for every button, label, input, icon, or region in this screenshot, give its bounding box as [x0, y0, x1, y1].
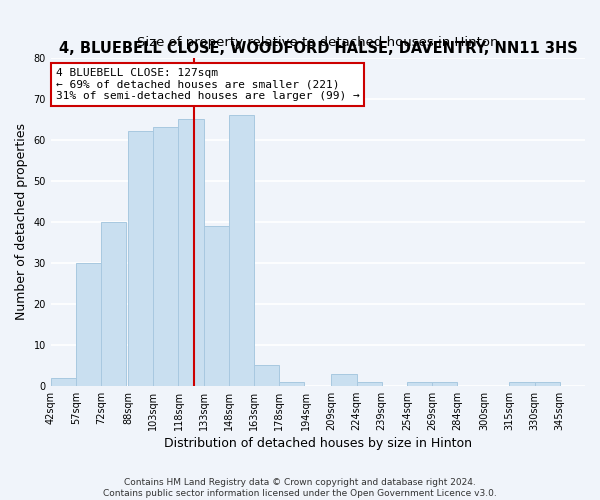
Text: Contains HM Land Registry data © Crown copyright and database right 2024.
Contai: Contains HM Land Registry data © Crown c…: [103, 478, 497, 498]
Bar: [331, 374, 356, 386]
Title: 4, BLUEBELL CLOSE, WOODFORD HALSE, DAVENTRY, NN11 3HS: 4, BLUEBELL CLOSE, WOODFORD HALSE, DAVEN…: [59, 42, 577, 56]
Bar: [76, 262, 101, 386]
Bar: [535, 382, 560, 386]
Bar: [254, 366, 279, 386]
Bar: [101, 222, 127, 386]
Bar: [279, 382, 304, 386]
Bar: [356, 382, 382, 386]
Bar: [509, 382, 535, 386]
Bar: [128, 132, 153, 386]
Bar: [432, 382, 457, 386]
Bar: [153, 128, 178, 386]
Bar: [203, 226, 229, 386]
Bar: [51, 378, 76, 386]
X-axis label: Distribution of detached houses by size in Hinton: Distribution of detached houses by size …: [164, 437, 472, 450]
Bar: [229, 115, 254, 386]
Bar: [178, 119, 203, 386]
Text: Size of property relative to detached houses in Hinton: Size of property relative to detached ho…: [137, 36, 499, 50]
Y-axis label: Number of detached properties: Number of detached properties: [15, 123, 28, 320]
Bar: [407, 382, 432, 386]
Text: 4 BLUEBELL CLOSE: 127sqm
← 69% of detached houses are smaller (221)
31% of semi-: 4 BLUEBELL CLOSE: 127sqm ← 69% of detach…: [56, 68, 359, 101]
